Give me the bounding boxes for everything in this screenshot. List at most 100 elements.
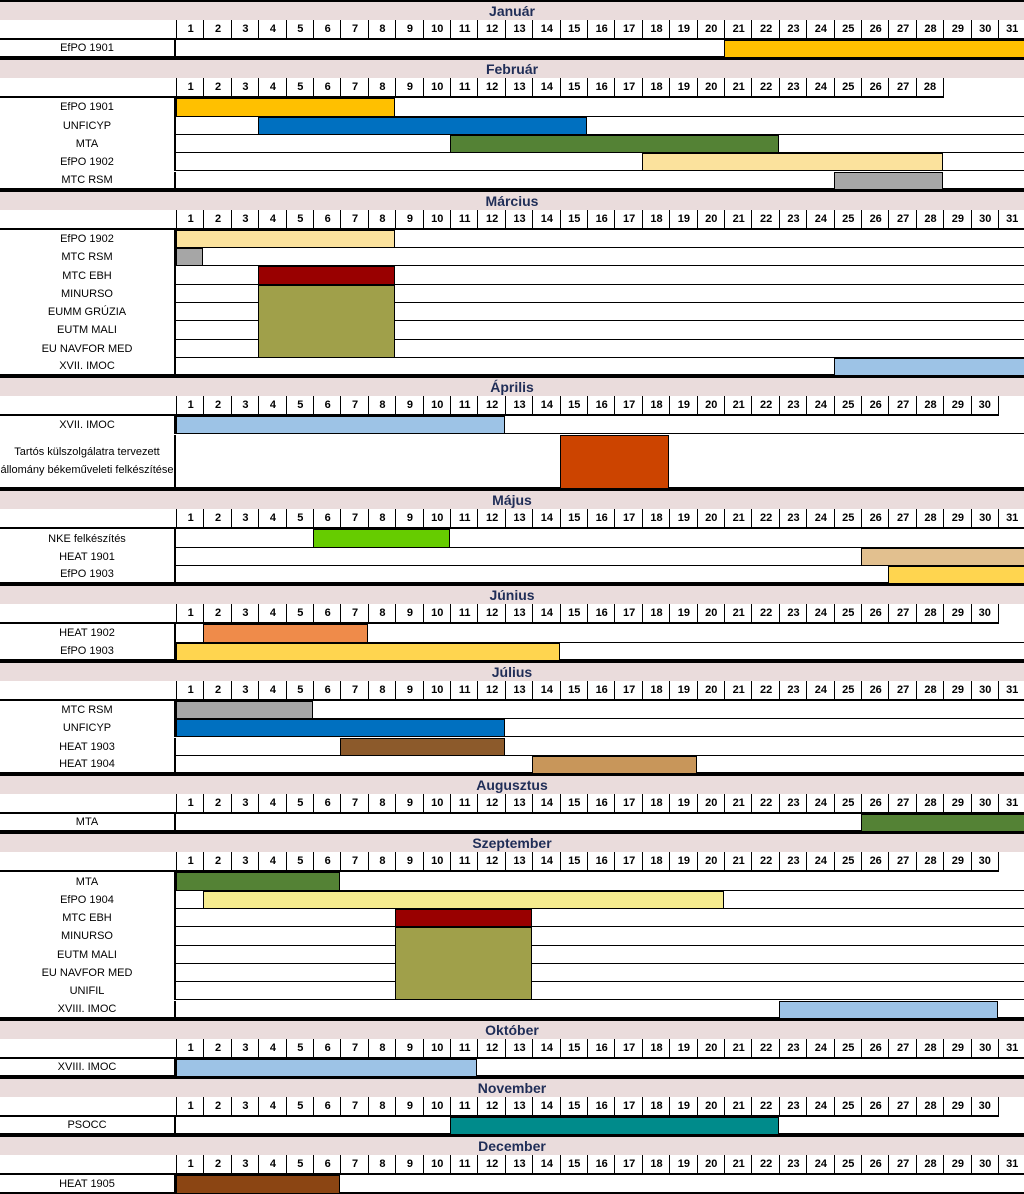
day-number: 7 <box>340 396 369 417</box>
day-number: 2 <box>203 509 232 530</box>
day-number: 18 <box>641 78 671 99</box>
day-number: 22 <box>751 852 780 873</box>
day-number: 1 <box>176 1155 205 1176</box>
day-number: 10 <box>422 396 451 417</box>
schedule-bar <box>203 890 724 909</box>
day-number: 2 <box>203 1038 232 1059</box>
day-number: 24 <box>806 396 835 417</box>
day-number: 27 <box>888 509 917 530</box>
schedule-bar <box>395 909 533 928</box>
schedule-bar <box>176 642 560 661</box>
activity-label: Tartós külszolgálatra tervezett állomány… <box>0 434 176 490</box>
day-number: 26 <box>861 78 890 99</box>
day-number: 7 <box>340 604 369 625</box>
day-number: 21 <box>724 794 753 815</box>
day-number: 27 <box>888 1155 917 1176</box>
day-number: 30 <box>970 1097 999 1118</box>
schedule-bar <box>340 737 505 756</box>
day-number: 21 <box>724 604 753 625</box>
day-number: 3 <box>230 794 260 815</box>
day-number: 17 <box>614 1038 643 1059</box>
day-number: 26 <box>861 1097 890 1118</box>
activity-label: MTA <box>0 814 176 833</box>
day-header-blank <box>0 1039 176 1059</box>
activity-row <box>176 872 1024 891</box>
activity-label: MTA <box>0 134 176 154</box>
day-number: 29 <box>943 20 972 40</box>
day-number: 12 <box>477 78 506 99</box>
activity-label: NKE felkészítés <box>0 529 176 548</box>
activity-row <box>176 1001 1024 1019</box>
day-number: 19 <box>669 680 698 701</box>
day-number: 24 <box>806 209 835 230</box>
day-number: 12 <box>477 1038 506 1059</box>
schedule-bar <box>176 248 204 267</box>
day-header-blank <box>0 210 176 230</box>
activity-label: EfPO 1903 <box>0 642 176 661</box>
day-number: 22 <box>751 396 780 417</box>
day-number: 27 <box>888 78 917 99</box>
day-number: 6 <box>313 20 342 40</box>
day-number: 8 <box>367 1155 397 1176</box>
schedule-bar <box>176 416 505 435</box>
month-header: Szeptember <box>0 832 1024 853</box>
day-number: 12 <box>477 794 506 815</box>
day-number: 17 <box>614 78 643 99</box>
activity-row <box>176 321 1024 340</box>
day-number: 20 <box>696 209 725 230</box>
day-number: 11 <box>450 20 479 40</box>
day-number: 9 <box>395 1038 424 1059</box>
day-number: 13 <box>504 1038 534 1059</box>
month-header: Június <box>0 584 1024 605</box>
day-number: 12 <box>477 852 506 873</box>
day-number: 22 <box>751 209 780 230</box>
day-number: 24 <box>806 509 835 530</box>
day-number: 28 <box>915 209 945 230</box>
activity-row <box>176 738 1024 756</box>
day-number: 9 <box>395 852 424 873</box>
activity-row <box>176 266 1024 285</box>
schedule-bar <box>888 566 1024 585</box>
day-number: 8 <box>367 794 397 815</box>
day-number: 12 <box>477 680 506 701</box>
day-number: 28 <box>915 852 945 873</box>
day-number: 23 <box>778 852 808 873</box>
day-number: 1 <box>176 604 205 625</box>
day-number: 31 <box>998 1155 1024 1176</box>
activity-label: EU NAVFOR MED <box>0 339 176 358</box>
day-number: 11 <box>450 1038 479 1059</box>
day-number: 9 <box>395 396 424 417</box>
day-number: 24 <box>806 604 835 625</box>
activity-label: HEAT 1905 <box>0 1175 176 1194</box>
day-number: 10 <box>422 20 451 40</box>
day-number: 22 <box>751 1038 780 1059</box>
day-number: 27 <box>888 852 917 873</box>
day-number: 10 <box>422 209 451 230</box>
activity-row <box>176 303 1024 322</box>
activity-row <box>176 946 1024 964</box>
day-number: 26 <box>861 794 890 815</box>
activity-label: XVII. IMOC <box>0 357 176 377</box>
day-number: 6 <box>313 680 342 701</box>
day-header-blank <box>0 1155 176 1176</box>
day-number: 3 <box>230 78 260 99</box>
day-number: 12 <box>477 20 506 40</box>
day-number: 7 <box>340 509 369 530</box>
day-number: 28 <box>915 1097 945 1118</box>
day-number: 5 <box>285 604 314 625</box>
day-number: 2 <box>203 1097 232 1118</box>
day-number: 22 <box>751 1155 780 1176</box>
day-number: 24 <box>806 680 835 701</box>
day-number: 1 <box>176 209 205 230</box>
day-number: 22 <box>751 78 780 99</box>
activity-row <box>176 927 1024 946</box>
day-number: 26 <box>861 20 890 40</box>
day-number: 3 <box>230 20 260 40</box>
day-number: 6 <box>313 509 342 530</box>
day-number: 2 <box>203 209 232 230</box>
day-number: 6 <box>313 1155 342 1176</box>
day-number: 6 <box>313 1038 342 1059</box>
day-number: 5 <box>285 78 314 99</box>
day-header-blank <box>0 396 176 417</box>
day-number: 29 <box>943 1155 972 1176</box>
